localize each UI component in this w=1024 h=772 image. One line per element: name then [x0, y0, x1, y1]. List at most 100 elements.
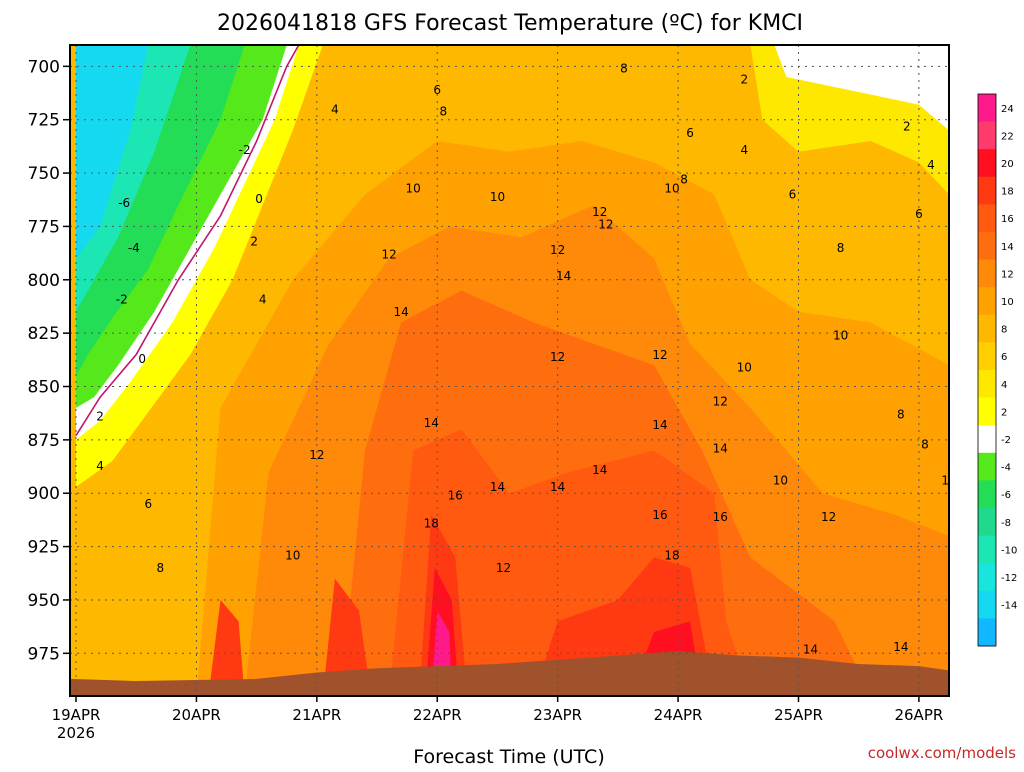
- colorbar-label-3: 18: [1001, 187, 1014, 198]
- contour-label-36: 8: [680, 173, 688, 187]
- contour-label-56: 6: [915, 207, 923, 221]
- contour-label-60: 8: [897, 408, 905, 422]
- x-tick-label-2: 21APR: [292, 706, 341, 724]
- contour-label-1: -4: [128, 241, 140, 255]
- contour-label-32: 12: [598, 218, 613, 232]
- colorbar-swatch-11: [978, 397, 996, 426]
- colorbar-label-7: 10: [1001, 297, 1014, 308]
- contour-label-19: 12: [309, 448, 324, 462]
- colorbar-swatch-18: [978, 590, 996, 619]
- contour-label-27: 14: [556, 269, 571, 283]
- colorbar-swatch-16: [978, 535, 996, 564]
- colorbar-label-12: -2: [1001, 435, 1011, 446]
- colorbar-swatch-14: [978, 480, 996, 509]
- contour-label-51: 12: [821, 510, 836, 524]
- x-tick-label-4: 23APR: [533, 706, 582, 724]
- contour-label-12: 4: [331, 102, 339, 116]
- contour-label-10: 2: [250, 235, 258, 249]
- contour-label-49: 10: [833, 329, 848, 343]
- contour-label-38: 14: [652, 418, 667, 432]
- contour-label-13: 6: [433, 83, 441, 97]
- x-axis-label: Forecast Time (UTC): [413, 746, 604, 768]
- colorbar-label-17: -12: [1001, 573, 1017, 584]
- upper-right-white: [774, 45, 949, 131]
- colorbar-label-16: -10: [1001, 545, 1017, 556]
- colorbar-swatch-19: [978, 618, 996, 647]
- colorbar-label-18: -14: [1001, 601, 1017, 612]
- colorbar-label-9: 6: [1001, 352, 1007, 363]
- colorbar-swatch-5: [978, 232, 996, 261]
- y-axis-ticks: 700 725 750 775 800 825 850 875 900 925 950 975: [28, 57, 70, 664]
- contour-label-50: 10: [773, 474, 788, 488]
- contour-label-61: 8: [921, 437, 929, 451]
- contour-label-4: 2: [96, 410, 104, 424]
- colorbar-frame: [977, 93, 997, 647]
- colorbar-swatch-12: [978, 425, 996, 454]
- y-tick-label-8: 900: [28, 484, 60, 504]
- contour-label-20: 10: [285, 548, 300, 562]
- x-tick-label-7: 26APR: [894, 706, 943, 724]
- colorbar-swatch-6: [978, 259, 996, 288]
- y-tick-label-3: 775: [28, 217, 60, 237]
- contour-label-9: 0: [255, 192, 263, 206]
- colorbar-swatch-3: [978, 176, 996, 205]
- colorbar-swatch-17: [978, 563, 996, 592]
- credit-text: coolwx.com/models: [868, 744, 1016, 762]
- colorbar-swatch-10: [978, 370, 996, 399]
- contour-label-3: 0: [138, 352, 146, 366]
- contour-label-2: -2: [116, 292, 128, 306]
- contour-label-59: 6: [957, 380, 965, 394]
- contour-label-26: 12: [550, 243, 565, 257]
- colorbar-label-4: 16: [1001, 214, 1014, 225]
- colorbar-label-8: 8: [1001, 325, 1007, 336]
- contour-label-41: 16: [713, 510, 728, 524]
- contour-label-0: -6: [118, 196, 130, 210]
- contour-label-15: 10: [406, 181, 421, 195]
- contour-label-6: 6: [144, 497, 152, 511]
- contour-label-63: 12: [959, 516, 974, 530]
- contour-label-29: 12: [550, 350, 565, 364]
- contour-label-62: 10: [941, 474, 956, 488]
- y-tick-label-11: 975: [28, 644, 60, 664]
- contour-label-40: 16: [652, 508, 667, 522]
- x-tick-label-0: 19APR: [52, 706, 101, 724]
- contour-label-7: 8: [156, 561, 164, 575]
- colorbar-label-10: 4: [1001, 380, 1007, 391]
- colorbar-swatch-4: [978, 204, 996, 233]
- y-tick-label-6: 850: [28, 378, 60, 398]
- contour-label-39: 14: [713, 442, 728, 456]
- contour-label-34: 12: [652, 348, 667, 362]
- contour-label-54: 4: [927, 158, 935, 172]
- contour-label-52: 14: [803, 642, 818, 656]
- contour-label-45: 2: [740, 72, 748, 86]
- contour-label-57: 2: [969, 269, 977, 283]
- contour-label-42: 18: [664, 548, 679, 562]
- y-tick-label-0: 700: [28, 57, 60, 77]
- contour-label-44: 12: [713, 395, 728, 409]
- colorbar-swatch-0: [978, 94, 996, 123]
- warm-band-5: [322, 578, 372, 696]
- colorbar: 24 22 20 18 16 14 12 10 8 6 4 2 -2 -4 -6 -8 -10 -12 -14: [977, 93, 1017, 647]
- contour-label-21: 14: [424, 416, 439, 430]
- x-tick-label-6: 25APR: [774, 706, 823, 724]
- y-tick-label-5: 825: [28, 324, 60, 344]
- contour-label-48: 8: [837, 241, 845, 255]
- terrain-fill: [70, 651, 949, 696]
- y-tick-label-2: 750: [28, 164, 60, 184]
- contour-label-16: 10: [490, 190, 505, 204]
- contour-label-23: 18: [424, 516, 439, 530]
- colorbar-label-5: 14: [1001, 242, 1014, 253]
- contour-label-37: 6: [686, 126, 694, 140]
- x-tick-year-label: 2026: [57, 724, 95, 742]
- contour-label-8: -2: [239, 143, 251, 157]
- x-tick-label-3: 22APR: [413, 706, 462, 724]
- contour-label-46: 4: [740, 143, 748, 157]
- contour-label-5: 4: [96, 459, 104, 473]
- contour-label-30: 14: [550, 480, 565, 494]
- colorbar-label-6: 12: [1001, 269, 1014, 280]
- contour-label-14: 8: [439, 104, 447, 118]
- colorbar-swatch-15: [978, 508, 996, 537]
- y-tick-label-7: 875: [28, 431, 60, 451]
- contour-label-43: 10: [737, 361, 752, 375]
